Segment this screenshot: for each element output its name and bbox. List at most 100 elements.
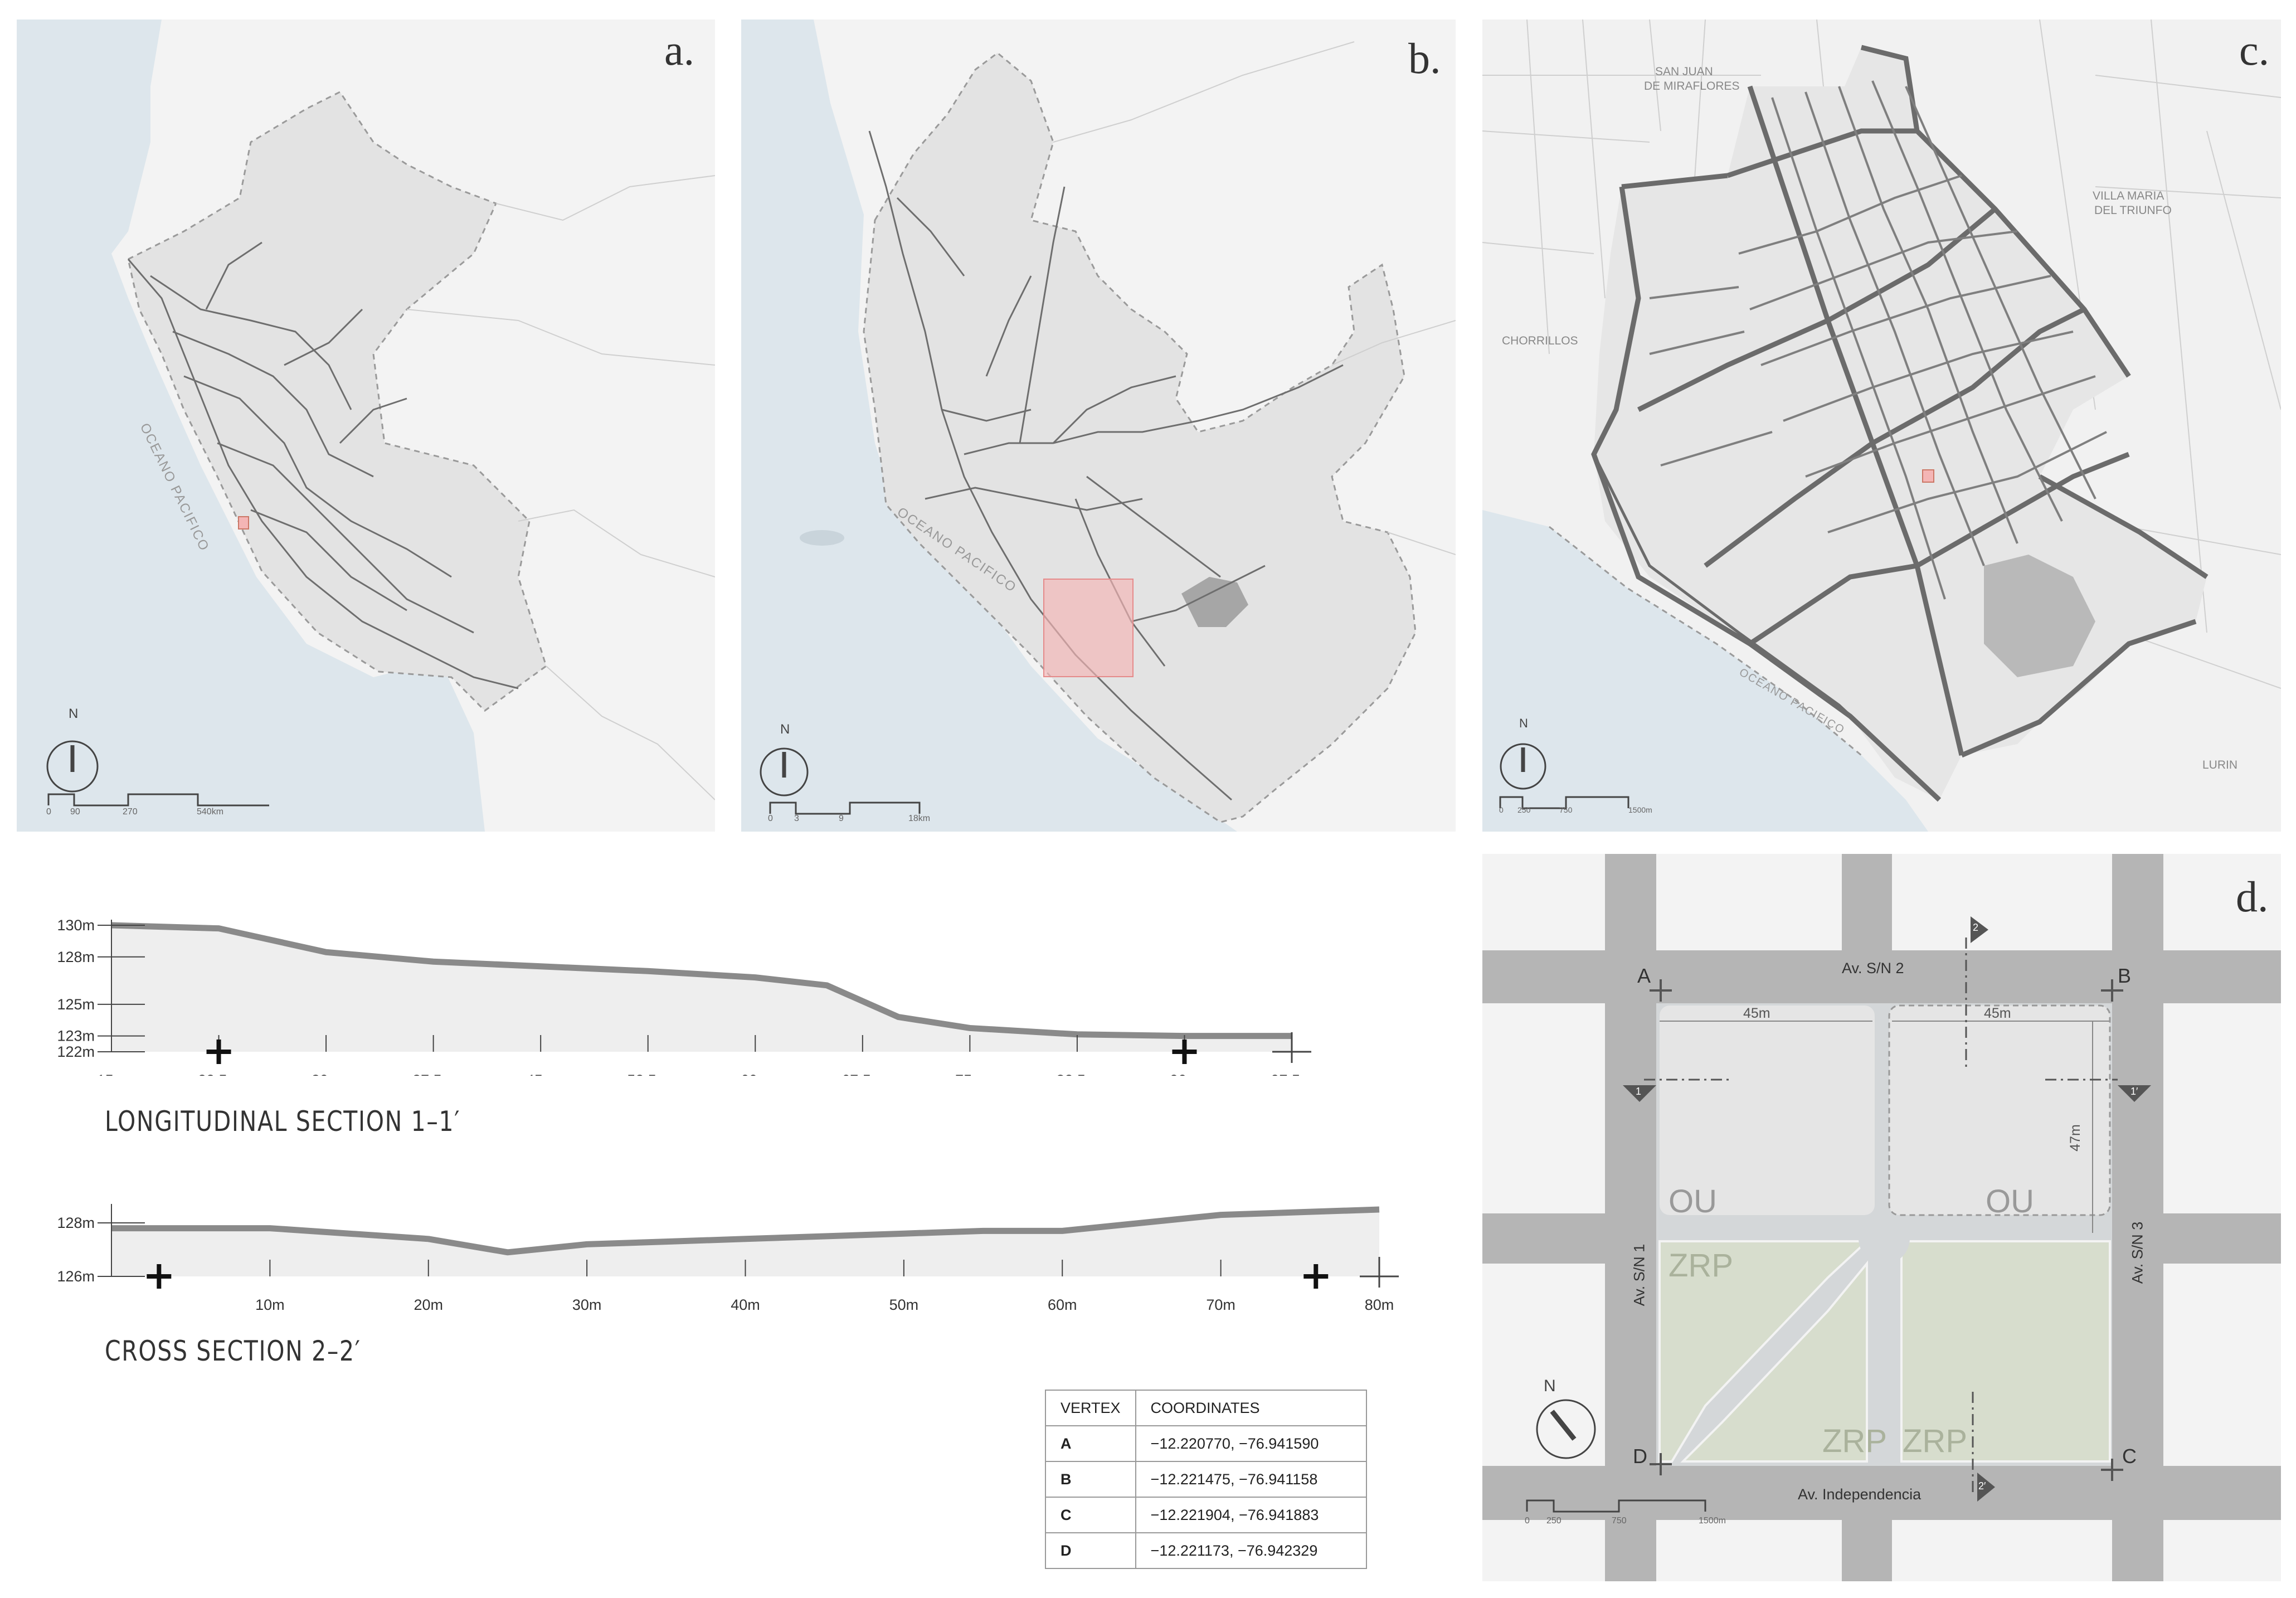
x-tick-label: 90m bbox=[1170, 1072, 1199, 1076]
x-tick-label: 40m bbox=[731, 1296, 760, 1313]
coast-line bbox=[1549, 526, 1862, 756]
north-label: N bbox=[69, 706, 79, 721]
x-tick-label: 22.5m bbox=[198, 1072, 240, 1076]
scale-bar bbox=[769, 802, 921, 815]
north-label: N bbox=[1519, 716, 1528, 730]
scale-bar bbox=[1526, 1499, 1706, 1513]
block-ou-west bbox=[1660, 1006, 1875, 1215]
map-panel-c[interactable]: c. SAN JUAN DE MIRAFLORES VILLA MARIA DE… bbox=[1482, 20, 2281, 832]
x-tick-label: 82.5m bbox=[1056, 1072, 1098, 1076]
x-tick-label: 60m bbox=[741, 1072, 770, 1076]
coordinate-cell: −12.221475, −76.941158 bbox=[1135, 1461, 1367, 1498]
x-tick-label: 60m bbox=[1048, 1296, 1077, 1313]
y-tick-label: 130m bbox=[57, 917, 95, 934]
zone-label-zrp: ZRP bbox=[1669, 1247, 1733, 1284]
map-b-canvas bbox=[741, 20, 1456, 832]
y-tick-label: 122m bbox=[57, 1043, 95, 1060]
table-row: B −12.221475, −76.941158 bbox=[1045, 1461, 1367, 1498]
street-label-bottom: Av. Independencia bbox=[1798, 1486, 1922, 1503]
section-mark-label: 2′ bbox=[1978, 1480, 1986, 1492]
park-area bbox=[1984, 555, 2095, 677]
road-network bbox=[127, 241, 519, 689]
vertex-label-d: D bbox=[1633, 1445, 1647, 1468]
scale-1: 250 bbox=[1517, 805, 1531, 814]
roundabout bbox=[1859, 1213, 1910, 1264]
ocean-area bbox=[17, 20, 485, 832]
longitudinal-section-title: LONGITUDINAL SECTION 1–1′ bbox=[105, 1105, 461, 1138]
scale-0: 0 bbox=[1525, 1516, 1530, 1526]
vertex-cell: A bbox=[1045, 1425, 1136, 1462]
scale-1: 250 bbox=[1546, 1516, 1562, 1526]
map-panel-b[interactable]: b. OCEANO PACIFICO N 0 3 9 18km bbox=[741, 20, 1456, 832]
section-lines bbox=[1644, 938, 2118, 1495]
dimension-lines bbox=[1660, 1021, 2109, 1233]
zone-label-ou: OU bbox=[1986, 1183, 2034, 1220]
panel-label: b. bbox=[1408, 34, 1441, 82]
vertex-label-c: C bbox=[2122, 1445, 2137, 1468]
block-ou-east bbox=[1888, 1004, 2111, 1216]
place-label: SAN JUAN bbox=[1655, 65, 1713, 78]
vertex-marker bbox=[147, 1264, 172, 1289]
coordinate-cell: −12.221904, −76.941883 bbox=[1135, 1497, 1367, 1533]
vertex-cell: C bbox=[1045, 1497, 1136, 1533]
panel-label: d. bbox=[2236, 872, 2269, 921]
terrain-profile-line bbox=[111, 1206, 1380, 1256]
map-a-canvas bbox=[17, 20, 715, 832]
street-label-left: Av. S/N 1 bbox=[1631, 1244, 1648, 1306]
table-header-row: VERTEX COORDINATES bbox=[1045, 1390, 1367, 1426]
main-avenues bbox=[1591, 45, 2209, 802]
green-zrp-southwest bbox=[1680, 1260, 1868, 1463]
study-area-highlight bbox=[1043, 579, 1134, 677]
scale-3: 1500m bbox=[1628, 805, 1652, 814]
vertex-label-a: A bbox=[1637, 964, 1651, 987]
map-c-canvas bbox=[1482, 20, 2281, 832]
x-tick-label: 20m bbox=[414, 1296, 443, 1313]
end-marker bbox=[1360, 1257, 1399, 1288]
scale-2: 9 bbox=[839, 814, 844, 823]
end-marker bbox=[1272, 1032, 1311, 1063]
x-tick-label: 80m bbox=[1365, 1296, 1394, 1313]
vertex-cell: B bbox=[1045, 1461, 1136, 1498]
rivers bbox=[406, 175, 715, 800]
street-label-right: Av. S/N 3 bbox=[2129, 1221, 2146, 1284]
scale-2: 750 bbox=[1559, 805, 1573, 814]
x-tick-label: 37.5m bbox=[412, 1072, 454, 1076]
scale-3: 1500m bbox=[1699, 1516, 1726, 1526]
table-row: C −12.221904, −76.941883 bbox=[1045, 1497, 1367, 1533]
vertex-label-b: B bbox=[2118, 964, 2132, 987]
zone-label-zrp: ZRP bbox=[1903, 1423, 1967, 1459]
x-tick-label: 52.5m bbox=[627, 1072, 669, 1076]
study-area-marker bbox=[238, 516, 249, 530]
y-tick-label: 125m bbox=[57, 996, 95, 1013]
x-tick-label: 97.5m bbox=[1271, 1072, 1312, 1076]
table-row: A −12.220770, −76.941590 bbox=[1045, 1425, 1367, 1462]
cross-section-chart: 128m 126m 10m 20m 30m 40m 50m 60m 70m 80m bbox=[57, 1204, 1399, 1313]
place-label: DEL TRIUNFO bbox=[2094, 204, 2172, 217]
place-label: VILLA MARIA bbox=[2093, 190, 2164, 202]
scale-2: 750 bbox=[1612, 1516, 1627, 1526]
north-label: N bbox=[780, 722, 790, 737]
north-arrow bbox=[46, 740, 99, 793]
x-tick-label: 30m bbox=[572, 1296, 602, 1313]
terrain-profile-line bbox=[111, 922, 1292, 1040]
site-plan-panel-d[interactable]: d. Av. S/N 2 Av. Independencia Av. S/N 1… bbox=[1482, 854, 2281, 1581]
north-label: N bbox=[1544, 1377, 1556, 1395]
scale-0: 0 bbox=[46, 807, 51, 817]
panel-label: c. bbox=[2239, 26, 2270, 74]
ocean-area bbox=[1482, 510, 1928, 832]
site-plan-canvas bbox=[1482, 854, 2281, 1581]
section-markers bbox=[1623, 916, 2151, 1502]
zone-label-zrp: ZRP bbox=[1822, 1423, 1887, 1459]
x-tick-label: 50m bbox=[889, 1296, 919, 1313]
north-arrow bbox=[1536, 1399, 1596, 1459]
vertex-marker bbox=[1303, 1264, 1329, 1289]
coordinate-cell: −12.220770, −76.941590 bbox=[1135, 1425, 1367, 1462]
map-panel-a[interactable]: a. OCEANO PACIFICO N 0 90 270 540km bbox=[17, 20, 715, 832]
street-label-top: Av. S/N 2 bbox=[1842, 960, 1904, 977]
x-tick-label: 70m bbox=[1206, 1296, 1235, 1313]
lake bbox=[1181, 577, 1248, 627]
ocean-area bbox=[741, 20, 1237, 832]
scale-bar bbox=[47, 793, 269, 807]
vertex-marker bbox=[1172, 1040, 1197, 1064]
panel-label: a. bbox=[664, 26, 695, 74]
